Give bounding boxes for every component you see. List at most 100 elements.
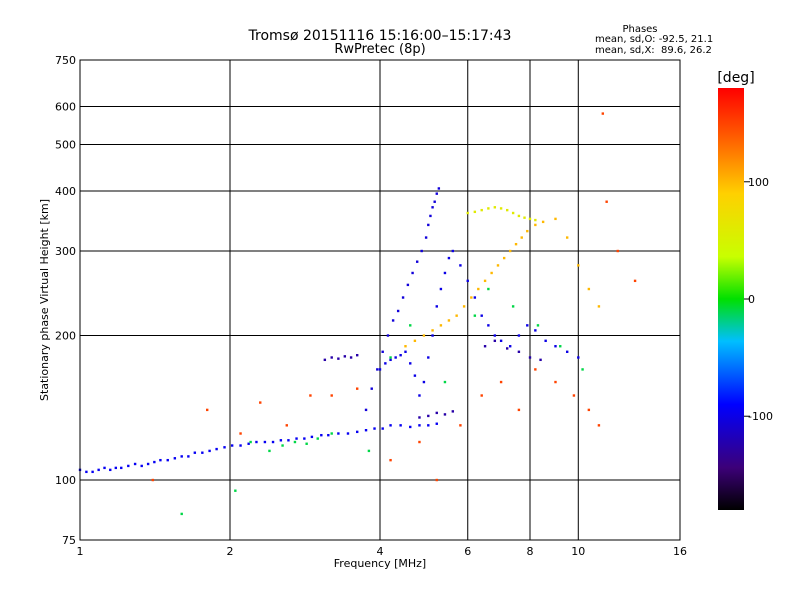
data-point [435, 478, 438, 482]
data-point [427, 424, 430, 427]
data-point [418, 394, 421, 397]
data-point [109, 468, 112, 472]
data-point [271, 440, 275, 444]
data-point [466, 211, 469, 215]
data-point [505, 347, 509, 350]
data-point [437, 187, 441, 190]
data-point [508, 249, 512, 253]
data-point [597, 424, 601, 427]
data-point [293, 440, 297, 444]
colorbar-ticks: 100 0 -100 [744, 176, 773, 423]
data-point [310, 435, 314, 439]
data-point [399, 424, 402, 427]
data-point [187, 455, 190, 458]
colorbar-label: [deg] [717, 70, 754, 86]
data-point [409, 324, 412, 327]
data-point [133, 462, 137, 466]
data-point [103, 466, 106, 470]
data-point [396, 309, 400, 313]
data-point [470, 296, 473, 299]
data-point [473, 296, 477, 299]
data-point [462, 305, 466, 308]
data-point [389, 458, 392, 462]
data-point [391, 319, 395, 322]
data-point [477, 287, 480, 291]
data-points [78, 112, 637, 516]
data-point [281, 444, 284, 447]
data-point [511, 211, 515, 215]
data-point [451, 410, 455, 413]
data-point [487, 324, 490, 327]
data-point [355, 387, 359, 390]
data-point [201, 451, 204, 454]
data-point [114, 466, 118, 470]
data-point [413, 374, 417, 377]
data-point [528, 217, 532, 221]
data-point [597, 305, 601, 308]
data-point [499, 207, 503, 210]
data-point [323, 358, 327, 362]
x-axis-label: Frequency [MHz] [334, 557, 426, 570]
data-point [487, 287, 490, 291]
data-point [587, 287, 591, 291]
data-point [389, 358, 392, 362]
data-point [406, 283, 410, 287]
colorbar-tick-label: 0 [748, 293, 755, 306]
data-point [127, 464, 130, 468]
data-point [309, 394, 312, 397]
data-point [526, 324, 529, 327]
x-tick-label: 16 [673, 545, 687, 558]
data-point [526, 229, 529, 233]
data-point [541, 220, 545, 224]
phases-title: Phases [622, 24, 657, 35]
data-point [435, 305, 438, 308]
data-point [427, 223, 430, 227]
data-point [120, 466, 123, 470]
data-point [346, 432, 350, 435]
data-point [616, 249, 619, 253]
chart-title: Tromsø 20151116 15:16:00–15:17:43 [248, 28, 512, 44]
data-point [493, 334, 497, 337]
data-point [337, 357, 340, 360]
y-tick-label: 750 [55, 54, 76, 67]
data-point [295, 437, 298, 440]
data-point [528, 356, 532, 359]
data-point [404, 350, 407, 353]
data-point [496, 264, 500, 267]
data-point [255, 440, 258, 444]
data-point [386, 334, 390, 337]
data-point [565, 350, 569, 353]
data-point [384, 362, 387, 365]
data-point [153, 460, 156, 464]
data-point [355, 353, 359, 357]
data-point [534, 218, 537, 222]
data-point [327, 433, 330, 437]
data-point [381, 427, 384, 430]
x-tick-label: 4 [377, 545, 384, 558]
data-point [279, 439, 283, 442]
data-point [364, 429, 368, 432]
y-axis-ticks: 75 100 200 300 400 500 600 750 [55, 54, 76, 547]
data-point [239, 432, 242, 435]
data-point [268, 449, 271, 453]
data-point [418, 424, 421, 427]
data-point [633, 279, 637, 283]
data-point [409, 425, 412, 429]
data-point [536, 324, 540, 327]
data-point [577, 264, 580, 267]
data-point [435, 422, 438, 425]
data-point [376, 368, 379, 371]
data-point [601, 112, 605, 115]
data-point [443, 413, 447, 416]
data-point [422, 334, 426, 337]
data-point [343, 355, 347, 358]
data-point [517, 408, 521, 412]
data-point [473, 314, 477, 317]
data-point [91, 470, 94, 474]
data-point [180, 512, 183, 516]
plot-frame [79, 59, 681, 541]
data-point [544, 339, 547, 343]
y-tick-label: 75 [62, 534, 76, 547]
data-point [559, 345, 562, 348]
data-point [97, 468, 100, 472]
